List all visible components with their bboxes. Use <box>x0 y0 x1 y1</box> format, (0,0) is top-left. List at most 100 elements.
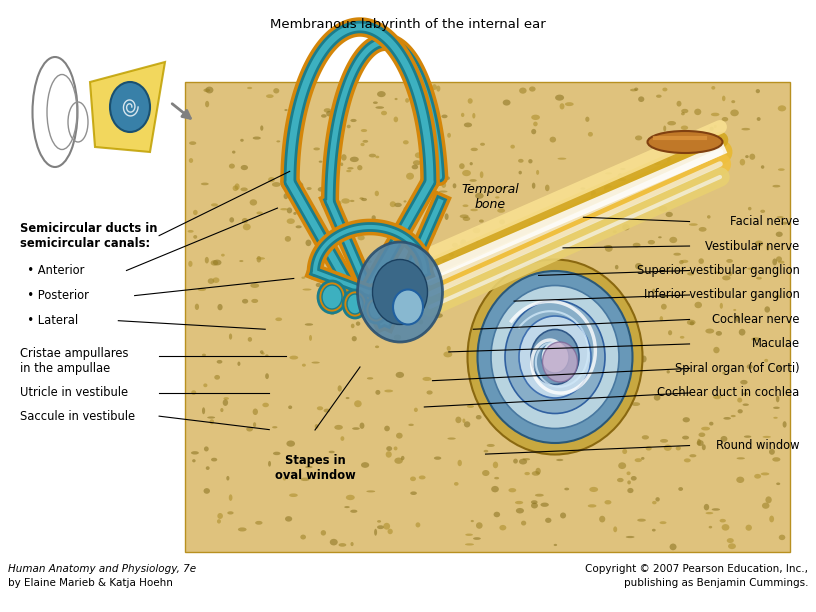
Ellipse shape <box>463 217 470 221</box>
Ellipse shape <box>531 375 539 379</box>
Ellipse shape <box>446 346 450 351</box>
Ellipse shape <box>272 426 277 428</box>
Ellipse shape <box>518 159 524 163</box>
Ellipse shape <box>772 457 780 461</box>
Ellipse shape <box>682 177 690 180</box>
Ellipse shape <box>543 342 578 382</box>
Ellipse shape <box>696 185 700 190</box>
Ellipse shape <box>557 272 561 274</box>
Ellipse shape <box>326 111 332 116</box>
Ellipse shape <box>557 158 566 160</box>
Ellipse shape <box>687 272 694 275</box>
Ellipse shape <box>415 522 420 528</box>
Ellipse shape <box>375 390 380 395</box>
Ellipse shape <box>379 326 387 330</box>
Ellipse shape <box>403 140 409 144</box>
Ellipse shape <box>203 383 207 387</box>
Text: Spiral organ (of Corti): Spiral organ (of Corti) <box>675 362 800 375</box>
Ellipse shape <box>321 530 326 536</box>
Ellipse shape <box>713 347 720 353</box>
Ellipse shape <box>473 537 481 540</box>
Ellipse shape <box>210 419 214 424</box>
Ellipse shape <box>542 280 547 285</box>
Ellipse shape <box>394 458 403 464</box>
Ellipse shape <box>240 139 244 142</box>
Ellipse shape <box>632 243 641 247</box>
Ellipse shape <box>697 440 703 446</box>
Ellipse shape <box>374 529 377 536</box>
Ellipse shape <box>470 360 476 364</box>
Ellipse shape <box>710 127 714 131</box>
Ellipse shape <box>350 510 357 513</box>
Ellipse shape <box>434 292 437 298</box>
Ellipse shape <box>774 417 778 419</box>
Ellipse shape <box>265 354 268 357</box>
Ellipse shape <box>424 117 428 124</box>
Ellipse shape <box>618 178 627 181</box>
Ellipse shape <box>361 462 369 468</box>
Ellipse shape <box>688 179 693 185</box>
Ellipse shape <box>286 207 292 214</box>
Ellipse shape <box>681 259 689 263</box>
Ellipse shape <box>216 360 223 364</box>
Ellipse shape <box>508 298 513 301</box>
Ellipse shape <box>393 116 398 122</box>
Ellipse shape <box>479 255 485 258</box>
Ellipse shape <box>300 477 309 481</box>
Text: Membranous labyrinth of the internal ear: Membranous labyrinth of the internal ear <box>270 18 546 31</box>
Ellipse shape <box>627 471 631 475</box>
Ellipse shape <box>203 89 210 92</box>
Ellipse shape <box>635 263 642 269</box>
Ellipse shape <box>381 268 388 274</box>
Ellipse shape <box>427 390 432 395</box>
Ellipse shape <box>377 91 386 97</box>
Ellipse shape <box>437 280 445 283</box>
Ellipse shape <box>778 105 786 111</box>
Ellipse shape <box>188 158 193 163</box>
Ellipse shape <box>229 217 234 223</box>
Ellipse shape <box>528 159 533 163</box>
Ellipse shape <box>347 125 351 129</box>
Ellipse shape <box>556 220 560 224</box>
Ellipse shape <box>654 394 660 401</box>
Ellipse shape <box>663 125 666 132</box>
Ellipse shape <box>560 512 566 518</box>
Ellipse shape <box>266 94 273 98</box>
Ellipse shape <box>517 324 521 329</box>
Ellipse shape <box>526 237 530 244</box>
Ellipse shape <box>238 528 246 531</box>
Ellipse shape <box>388 529 392 534</box>
Ellipse shape <box>508 488 517 492</box>
Ellipse shape <box>663 88 667 91</box>
Ellipse shape <box>676 446 681 450</box>
Ellipse shape <box>678 487 683 491</box>
Ellipse shape <box>197 288 206 291</box>
Text: publishing as Benjamin Cummings.: publishing as Benjamin Cummings. <box>623 578 808 588</box>
Ellipse shape <box>188 230 193 233</box>
Ellipse shape <box>746 524 752 531</box>
Text: Vestibular nerve: Vestibular nerve <box>705 239 800 253</box>
Ellipse shape <box>648 131 722 153</box>
Ellipse shape <box>475 264 482 269</box>
Ellipse shape <box>600 286 604 292</box>
Ellipse shape <box>652 501 657 504</box>
Ellipse shape <box>747 364 752 369</box>
Ellipse shape <box>211 260 218 266</box>
Ellipse shape <box>772 258 777 266</box>
Ellipse shape <box>668 330 672 335</box>
Ellipse shape <box>213 259 221 266</box>
Ellipse shape <box>589 487 598 492</box>
Ellipse shape <box>743 392 748 395</box>
Ellipse shape <box>283 477 286 480</box>
Ellipse shape <box>494 512 500 517</box>
Ellipse shape <box>341 198 350 204</box>
Ellipse shape <box>469 179 477 182</box>
Ellipse shape <box>406 173 414 180</box>
Ellipse shape <box>531 129 536 134</box>
Ellipse shape <box>773 406 780 409</box>
Ellipse shape <box>203 488 210 494</box>
Ellipse shape <box>479 220 484 223</box>
Ellipse shape <box>288 405 292 409</box>
Ellipse shape <box>357 165 362 170</box>
Ellipse shape <box>304 323 313 326</box>
